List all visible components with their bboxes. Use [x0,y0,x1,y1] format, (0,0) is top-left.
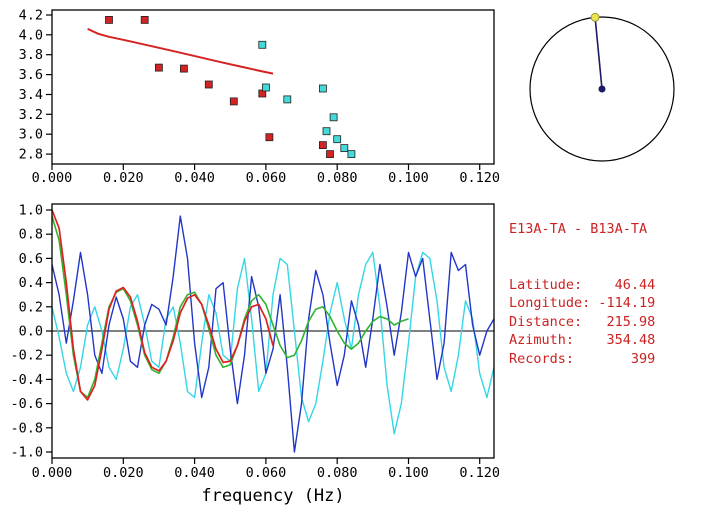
x-tick-label: 0.120 [459,170,500,186]
y-tick-label: 1.0 [19,203,43,219]
y-tick-label: 3.6 [19,67,43,83]
cyan-squares-marker [318,84,327,93]
y-tick-label: -1.0 [10,445,43,461]
x-tick-label: 0.000 [32,465,73,481]
waveform-overlay-svg: 0.000 0.020 0.040 0.060 0.080 0.100 0.120 1.0 0.… [10,203,500,482]
y-tick-label: 3.2 [19,107,43,123]
x-tick-label: 0.000 [32,170,73,186]
azimuth-svg [529,12,675,162]
y-tick-label: 0.4 [19,275,43,291]
cyan-squares-marker [340,144,349,153]
green-waveform [51,215,409,399]
red-waveform [51,209,274,401]
x-tick-label: 0.060 [246,465,287,481]
plot-frame [51,9,495,165]
dispersion-plot: 0.000 0.020 0.040 0.060 0.080 0.100 0.120 4.2 4.… [0,0,505,196]
red-squares-marker [179,64,188,73]
x-tick-label: 0.100 [388,170,429,186]
center-dot [598,85,606,93]
y-tick-label: 4.0 [19,27,43,43]
y-tick-label: -0.4 [10,372,43,388]
red-squares-marker [105,15,113,24]
station-pair-title: E13A-TA - B13A-TA [509,221,648,237]
cyan-squares-marker [283,95,292,104]
y-tick-label: 3.4 [19,87,43,103]
azimuth-line [594,17,603,90]
waveform-plot: 0.000 0.020 0.040 0.060 0.080 0.100 0.120 1.0 0.… [0,196,505,519]
y-tick-label: 0.6 [19,251,43,267]
red-squares-marker [265,133,274,142]
x-tick-label: 0.040 [174,170,215,186]
cyan-squares-marker [261,83,270,92]
y-tick-label: 4.2 [19,8,43,24]
red-squares-marker [326,150,334,159]
y-tick-label: 3.8 [19,47,43,63]
info-row-latitude: Latitude: 46.44 [509,276,656,293]
dispersion-scatter-svg: 0.000 0.020 0.040 0.060 0.080 0.100 0.120 4.2 4.… [19,8,500,187]
azimuth-circle-plot [505,5,702,175]
red-squares-marker [140,15,149,24]
x-tick-label: 0.040 [174,465,215,481]
red-squares-marker [154,63,163,72]
y-tick-label: 0.8 [19,227,43,243]
station-info-rows: Latitude: 46.44 Longitude: -114.19 Distanc… [509,276,655,369]
y-tick-label: 2.8 [19,147,43,163]
station-info-panel: E13A-TA - B13A-TA Latitude: 46.44 Longitu… [509,183,655,405]
azimuth-circle-outline [529,16,675,162]
y-tick-label: -0.2 [10,348,43,364]
y-tick-label: -0.8 [10,420,43,436]
cyan-squares-marker [333,135,342,144]
y-tick-label: 0.2 [19,299,43,315]
y-tick-label: 0.0 [19,324,43,340]
cyan-squares-marker [258,40,267,49]
x-tick-label: 0.020 [103,465,144,481]
x-tick-label: 0.060 [246,170,287,186]
plot-frame [51,203,495,459]
info-row-azimuth: Azimuth: 354.48 [509,332,656,348]
red-squares-marker [229,97,238,106]
cyan-squares-marker [322,127,331,136]
cyan-squares-marker [329,113,338,122]
x-tick-label: 0.080 [317,170,358,186]
x-axis-label: frequency (Hz) [201,486,345,506]
blue-waveform [51,215,495,453]
cyan-squares-marker [347,150,356,159]
dispersion-model-curve [87,27,274,75]
x-tick-label: 0.100 [388,465,429,481]
red-squares-marker [318,141,327,150]
red-squares-marker [204,80,213,89]
y-tick-label: -0.6 [10,396,43,412]
info-row-longitude: Longitude: -114.19 [509,295,656,311]
x-tick-label: 0.080 [317,465,358,481]
x-tick-label: 0.020 [103,170,144,186]
y-tick-label: 3.0 [19,127,43,143]
info-row-distance: Distance: 215.98 [509,313,656,330]
station-dot [590,12,600,22]
x-tick-label: 0.120 [459,465,500,481]
info-row-records: Records: 399 [509,350,656,367]
